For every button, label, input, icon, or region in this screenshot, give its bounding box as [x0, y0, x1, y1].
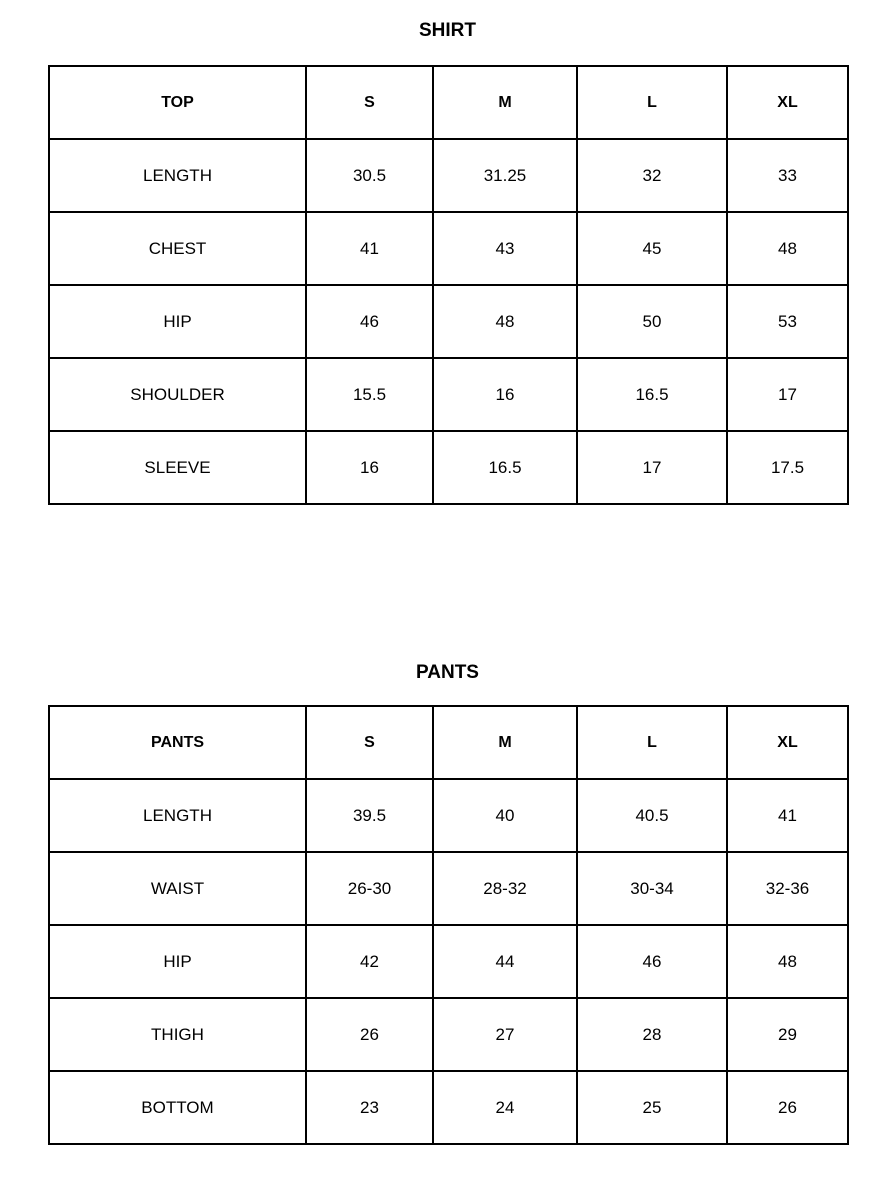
size-value: 45	[576, 211, 728, 286]
header-cell: XL	[726, 705, 849, 780]
size-value: 53	[726, 284, 849, 359]
size-value: 23	[305, 1070, 434, 1145]
measurement-label: SHOULDER	[48, 357, 307, 432]
size-value: 42	[305, 924, 434, 999]
size-value: 26	[726, 1070, 849, 1145]
size-value: 17	[576, 430, 728, 505]
header-cell: S	[305, 705, 434, 780]
header-row: PANTS S M L XL	[48, 705, 849, 780]
size-value: 48	[726, 211, 849, 286]
size-value: 16.5	[576, 357, 728, 432]
size-value: 17	[726, 357, 849, 432]
size-value: 46	[576, 924, 728, 999]
size-value: 48	[432, 284, 578, 359]
size-value: 24	[432, 1070, 578, 1145]
measurement-label: WAIST	[48, 851, 307, 926]
size-value: 46	[305, 284, 434, 359]
measurement-label: HIP	[48, 924, 307, 999]
size-value: 30-34	[576, 851, 728, 926]
size-value: 28	[576, 997, 728, 1072]
size-value: 41	[726, 778, 849, 853]
measurement-label: LENGTH	[48, 138, 307, 213]
size-value: 40	[432, 778, 578, 853]
size-value: 33	[726, 138, 849, 213]
header-cell: PANTS	[48, 705, 307, 780]
header-cell: S	[305, 65, 434, 140]
size-value: 32	[576, 138, 728, 213]
table-row: WAIST 26-30 28-32 30-34 32-36	[48, 851, 849, 926]
measurement-label: HIP	[48, 284, 307, 359]
size-value: 16	[305, 430, 434, 505]
size-value: 28-32	[432, 851, 578, 926]
header-cell: TOP	[48, 65, 307, 140]
table-row: LENGTH 39.5 40 40.5 41	[48, 778, 849, 853]
size-value: 26	[305, 997, 434, 1072]
size-value: 39.5	[305, 778, 434, 853]
pants-size-table: PANTS S M L XL LENGTH 39.5 40 40.5 41 WAIST 26-30 28…	[48, 705, 849, 1145]
size-value: 16.5	[432, 430, 578, 505]
size-value: 32-36	[726, 851, 849, 926]
header-cell: XL	[726, 65, 849, 140]
size-value: 43	[432, 211, 578, 286]
table-row: THIGH 26 27 28 29	[48, 997, 849, 1072]
size-value: 27	[432, 997, 578, 1072]
table-row: CHEST 41 43 45 48	[48, 211, 849, 286]
size-value: 44	[432, 924, 578, 999]
table-row: HIP 42 44 46 48	[48, 924, 849, 999]
header-cell: M	[432, 65, 578, 140]
shirt-size-table: TOP S M L XL LENGTH 30.5 31.25 32 33 CHEST 41 43 45 48…	[48, 65, 849, 505]
pants-title: PANTS	[416, 662, 479, 683]
table-row: SLEEVE 16 16.5 17 17.5	[48, 430, 849, 505]
shirt-title: SHIRT	[419, 20, 476, 41]
measurement-label: SLEEVE	[48, 430, 307, 505]
header-cell: L	[576, 65, 728, 140]
measurement-label: BOTTOM	[48, 1070, 307, 1145]
table-row: SHOULDER 15.5 16 16.5 17	[48, 357, 849, 432]
header-row: TOP S M L XL	[48, 65, 849, 140]
header-cell: L	[576, 705, 728, 780]
size-value: 26-30	[305, 851, 434, 926]
size-value: 41	[305, 211, 434, 286]
header-cell: M	[432, 705, 578, 780]
table-row: BOTTOM 23 24 25 26	[48, 1070, 849, 1145]
size-value: 30.5	[305, 138, 434, 213]
size-value: 15.5	[305, 357, 434, 432]
measurement-label: LENGTH	[48, 778, 307, 853]
size-value: 50	[576, 284, 728, 359]
size-value: 29	[726, 997, 849, 1072]
size-value: 48	[726, 924, 849, 999]
table-row: HIP 46 48 50 53	[48, 284, 849, 359]
size-value: 31.25	[432, 138, 578, 213]
table-row: LENGTH 30.5 31.25 32 33	[48, 138, 849, 213]
measurement-label: CHEST	[48, 211, 307, 286]
size-value: 16	[432, 357, 578, 432]
size-value: 17.5	[726, 430, 849, 505]
size-value: 40.5	[576, 778, 728, 853]
measurement-label: THIGH	[48, 997, 307, 1072]
size-value: 25	[576, 1070, 728, 1145]
